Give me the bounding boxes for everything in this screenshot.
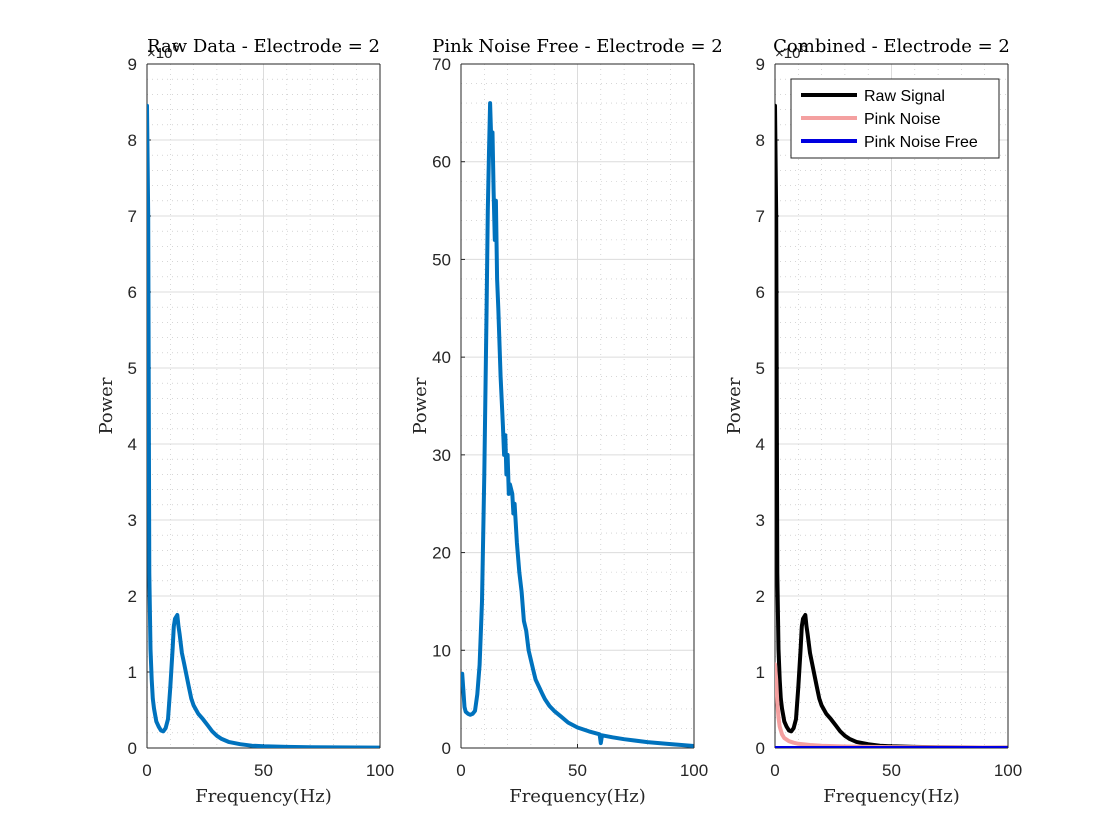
legend: Raw Signal Pink Noise Pink Noise Free [790,78,1000,159]
y-tick-label: 7 [128,207,137,226]
y-tick-label: 8 [128,131,137,150]
chart-title: Raw Data - Electrode = 2 [147,36,380,57]
y-tick-label: 0 [128,739,137,758]
y-axis-label: Power [410,377,431,434]
x-tick-label: 50 [882,761,901,780]
x-tick-label: 100 [366,761,394,780]
x-tick-label: 100 [680,761,708,780]
y-tick-label: 9 [128,55,137,74]
legend-label: Pink Noise [864,111,941,128]
y-tick-label: 4 [756,435,765,454]
y-tick-label: 5 [756,359,765,378]
x-axis-label: Frequency(Hz) [823,786,960,807]
chart-panel-2: 0 10 20 30 40 50 60 70 0 50 100 Pink Noise Free - E… [410,36,723,807]
y-tick-label: 1 [128,663,137,682]
series-line-1 [147,103,380,748]
y-axis-label: Power [96,377,117,434]
exponent-base: ×10 [147,45,172,62]
y-tick-label: 3 [128,511,137,530]
y-exponent-label: ×106 [147,40,179,62]
y-tick-label: 7 [756,207,765,226]
legend-label: Raw Signal [864,88,945,105]
y-tick-label: 0 [756,739,765,758]
exponent-base: ×10 [775,45,800,62]
y-tick-label: 60 [432,153,451,172]
y-tick-label: 3 [756,511,765,530]
y-tick-label: 8 [756,131,765,150]
exponent-power: 6 [800,40,807,54]
y-tick-label: 4 [128,435,137,454]
y-tick-label: 70 [432,55,451,74]
y-tick-label: 20 [432,544,451,563]
y-exponent-label: ×106 [775,40,807,62]
chart-title: Combined - Electrode = 2 [773,36,1010,57]
y-tick-label: 2 [128,587,137,606]
x-axis-label: Frequency(Hz) [509,786,646,807]
y-tick-label: 10 [432,641,451,660]
chart-title: Pink Noise Free - Electrode = 2 [432,36,722,57]
x-tick-label: 100 [994,761,1022,780]
y-tick-label: 5 [128,359,137,378]
y-tick-label: 30 [432,446,451,465]
y-tick-label: 2 [756,587,765,606]
series-line-raw-signal [775,103,1008,748]
x-tick-label: 0 [770,761,779,780]
y-tick-label: 0 [442,739,451,758]
x-tick-label: 50 [254,761,273,780]
y-axis-label: Power [724,377,745,434]
y-tick-label: 40 [432,348,451,367]
y-tick-label: 6 [128,283,137,302]
exponent-power: 6 [172,40,179,54]
x-tick-label: 0 [456,761,465,780]
x-tick-label: 0 [142,761,151,780]
y-tick-label: 9 [756,55,765,74]
x-axis-label: Frequency(Hz) [195,786,332,807]
y-tick-label: 6 [756,283,765,302]
legend-label: Pink Noise Free [864,134,978,151]
series-line-1 [461,101,694,748]
y-tick-label: 1 [756,663,765,682]
y-tick-label: 50 [432,250,451,269]
x-tick-label: 50 [568,761,587,780]
